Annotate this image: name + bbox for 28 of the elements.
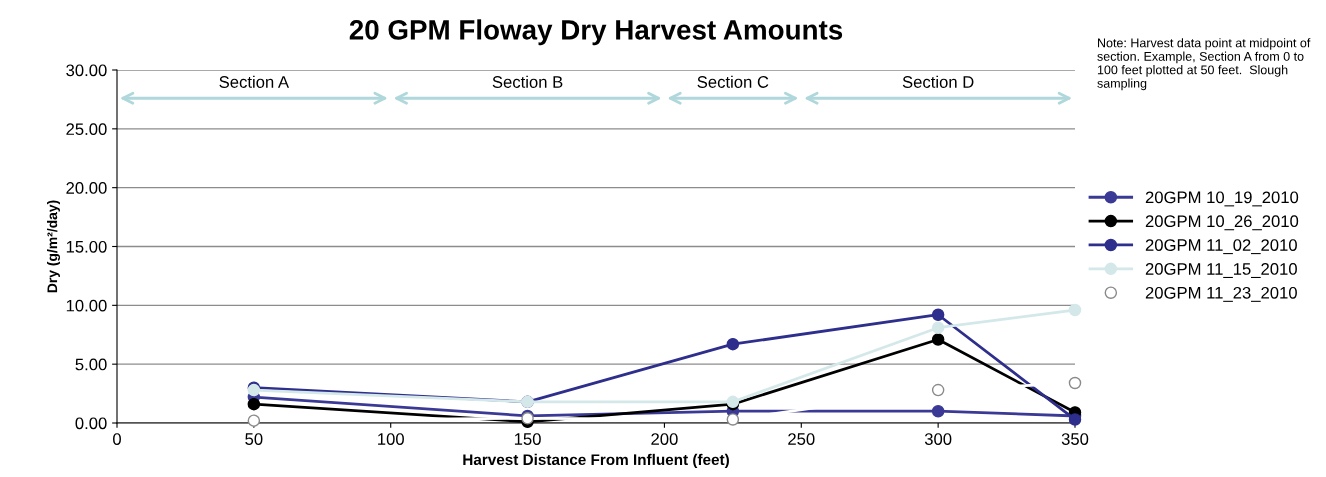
x-tick-label: 150 <box>514 433 541 445</box>
x-axis-title: Harvest Distance From Influent (feet) <box>463 453 729 469</box>
legend-label: 20GPM 10_19_2010 <box>1145 191 1299 207</box>
y-tick-label: 0.00 <box>75 417 107 430</box>
x-tick-label: 350 <box>1061 433 1089 445</box>
annotation: Section C <box>697 75 769 88</box>
annotation: Section B <box>492 75 563 88</box>
annotation: Section D <box>902 75 974 88</box>
y-tick-label: 5.00 <box>75 358 107 371</box>
annotation: Section A <box>219 75 290 88</box>
x-tick-label: 0 <box>113 433 121 445</box>
y-tick-label: 20.00 <box>66 182 107 194</box>
legend-label: 20GPM 11_23_2010 <box>1145 286 1297 302</box>
text: Note: Harvest data point at midpoint of section. Example, Section A from 0 to 100 feet plotted at 50 feet. Slough sampling <box>1097 38 1311 91</box>
y-tick-label: 30.00 <box>66 64 107 77</box>
y-axis-title: Dry (g/m²/day) <box>47 200 61 293</box>
legend-label: 20GPM 10_26_2010 <box>1145 215 1299 231</box>
legend-label: 20GPM 11_02_2010 <box>1145 239 1297 255</box>
x-tick-label: 200 <box>651 433 678 445</box>
y-tick-label: 15.00 <box>66 240 107 253</box>
y-tick-label: 25.00 <box>66 123 107 136</box>
y-tick-label: 10.00 <box>66 299 107 312</box>
chart-title: 20 GPM Floway Dry Harvest Amounts <box>349 19 843 46</box>
x-tick-label: 300 <box>924 433 952 445</box>
legend-label: 20GPM 11_15_2010 <box>1145 263 1297 278</box>
x-tick-label: 100 <box>378 433 404 445</box>
x-tick-label: 50 <box>245 433 263 445</box>
x-tick-label: 250 <box>788 433 815 445</box>
